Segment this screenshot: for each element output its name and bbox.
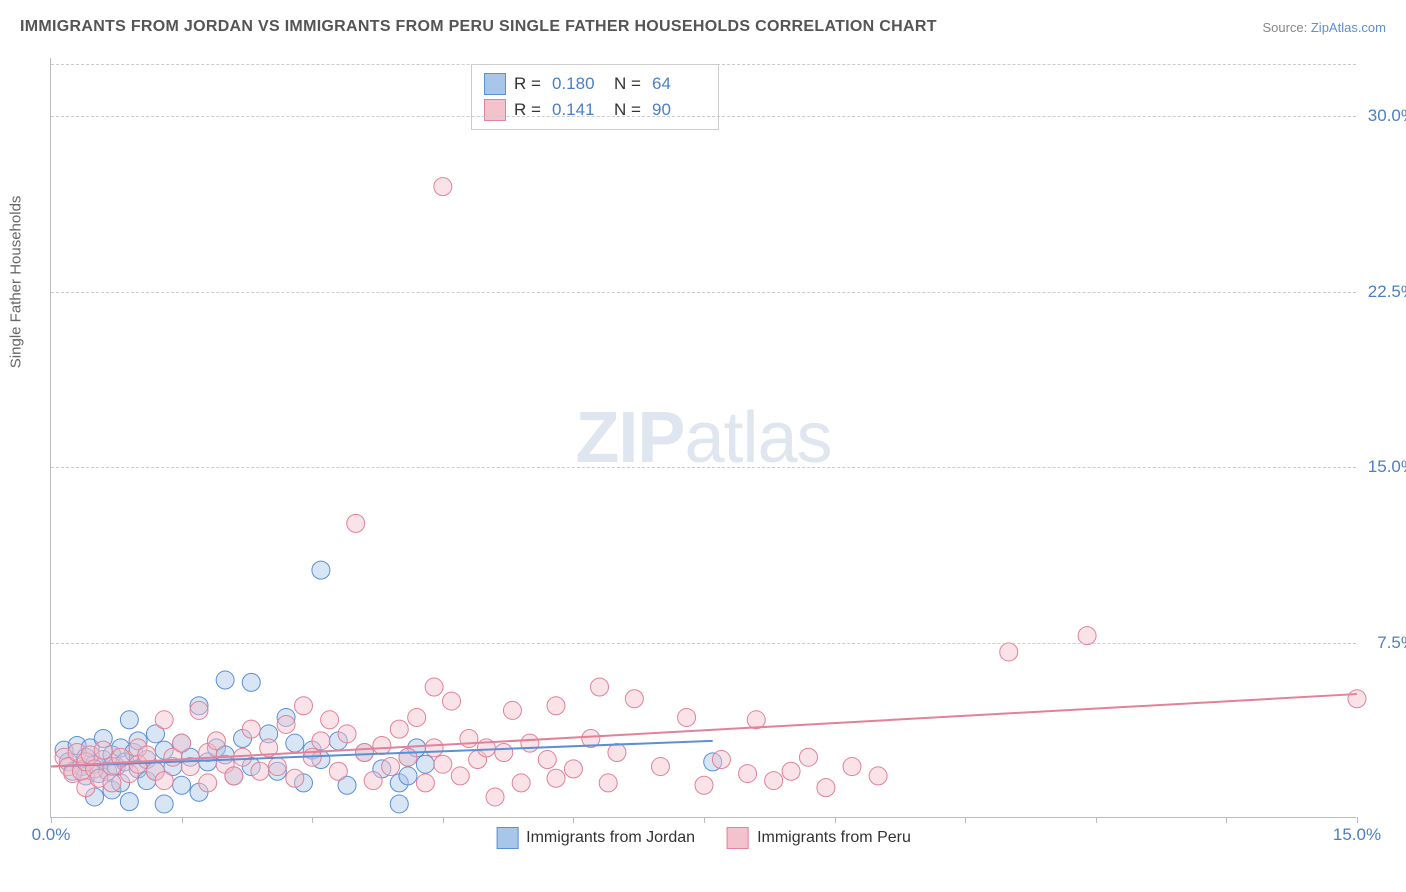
regression-line	[51, 694, 1357, 766]
source-attribution: Source: ZipAtlas.com	[1262, 20, 1386, 35]
x-tick-label: 0.0%	[32, 825, 71, 845]
x-tick	[312, 817, 313, 823]
swatch-peru	[484, 99, 506, 121]
y-tick-label: 15.0%	[1368, 457, 1406, 477]
legend-row-jordan: R = 0.180 N = 64	[484, 71, 706, 97]
series-legend: Immigrants from Jordan Immigrants from P…	[496, 827, 911, 849]
swatch-peru	[727, 827, 749, 849]
chart-title: IMMIGRANTS FROM JORDAN VS IMMIGRANTS FRO…	[20, 18, 937, 36]
x-tick	[1226, 817, 1227, 823]
x-tick	[704, 817, 705, 823]
legend-item-jordan: Immigrants from Jordan	[496, 827, 695, 849]
series-name-jordan: Immigrants from Jordan	[526, 829, 695, 847]
x-tick	[1357, 817, 1358, 823]
y-tick-label: 22.5%	[1368, 282, 1406, 302]
source-label: Source:	[1262, 20, 1310, 35]
legend-r-label: R =	[514, 74, 544, 94]
x-tick	[965, 817, 966, 823]
gridline	[51, 64, 1356, 65]
regression-line	[51, 741, 713, 767]
gridline	[51, 292, 1356, 293]
x-tick	[182, 817, 183, 823]
swatch-jordan	[496, 827, 518, 849]
x-tick	[835, 817, 836, 823]
series-name-peru: Immigrants from Peru	[757, 829, 911, 847]
swatch-jordan	[484, 73, 506, 95]
x-tick	[443, 817, 444, 823]
correlation-legend: R = 0.180 N = 64 R = 0.141 N = 90	[471, 64, 719, 130]
x-tick	[573, 817, 574, 823]
source-link[interactable]: ZipAtlas.com	[1311, 20, 1386, 35]
x-tick-label: 15.0%	[1333, 825, 1381, 845]
legend-n-jordan: 64	[652, 74, 706, 94]
y-tick-label: 30.0%	[1368, 106, 1406, 126]
regression-lines-layer	[51, 58, 1356, 817]
y-axis-title: Single Father Households	[8, 196, 25, 369]
plot-area: ZIPatlas R = 0.180 N = 64 R = 0.141 N = …	[50, 58, 1356, 818]
y-tick-label: 7.5%	[1377, 633, 1406, 653]
legend-n-label: N =	[614, 74, 644, 94]
legend-item-peru: Immigrants from Peru	[727, 827, 911, 849]
x-tick	[1096, 817, 1097, 823]
legend-row-peru: R = 0.141 N = 90	[484, 97, 706, 123]
x-tick	[51, 817, 52, 823]
gridline	[51, 116, 1356, 117]
gridline	[51, 467, 1356, 468]
legend-r-jordan: 0.180	[552, 74, 606, 94]
gridline	[51, 643, 1356, 644]
